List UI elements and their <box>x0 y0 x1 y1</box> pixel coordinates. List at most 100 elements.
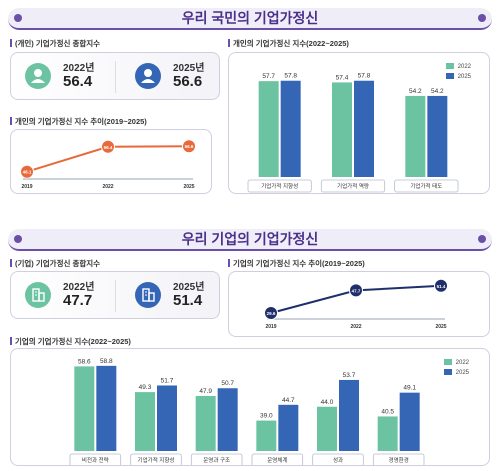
stat-value: 56.4 <box>63 73 93 90</box>
bar-value-label: 57.7 <box>262 73 275 80</box>
stat-year: 2025년 <box>173 63 205 74</box>
bar-2025 <box>339 379 359 451</box>
data-label: 56.6 <box>185 144 194 149</box>
section2-trend-title-text: 기업의 기업가정신 지수 추이(2019~2025) <box>233 259 365 268</box>
banner-dot-right <box>478 235 486 243</box>
title-marker <box>10 337 12 345</box>
bar-value-label: 57.8 <box>284 73 297 80</box>
building-icon <box>135 282 161 308</box>
divider <box>115 61 116 93</box>
bar-2022 <box>405 95 426 177</box>
stat-value: 51.4 <box>173 292 203 309</box>
corporate-bars-chart: 58.6 58.8 비전과 전략 49.3 51.7 기업가적 지향성 47.9 50.7 운영… <box>69 358 425 467</box>
bar-2022 <box>256 420 277 451</box>
x-tick-label: 비전과 전략 <box>82 456 109 464</box>
bar-2025 <box>427 95 448 177</box>
legend-item-2022: 2022 <box>445 63 471 73</box>
data-point <box>349 283 363 298</box>
x-tick-label: 2022 <box>350 324 361 330</box>
bar-2022 <box>332 82 352 177</box>
bar-2025 <box>157 385 177 451</box>
legend-label: 2025 <box>457 74 471 80</box>
data-label: 48.1 <box>23 170 32 175</box>
title-marker <box>10 259 12 267</box>
section1-bars-title-text: 개인의 기업가정신 지수(2022~2025) <box>233 39 349 48</box>
section2-trend-title: 기업의 기업가정신 지수 추이(2019~2025) <box>228 258 365 269</box>
bar-2022 <box>74 366 95 451</box>
personal-trend-chart: 48.1 2019 56.4 2022 56.6 2025 <box>20 139 196 190</box>
bar-value-label: 49.3 <box>139 384 152 391</box>
bar-value-label: 49.1 <box>403 385 416 392</box>
bar-value-label: 47.9 <box>199 388 212 395</box>
x-tick-label: 2025 <box>183 184 194 190</box>
legend-label: 2022 <box>455 360 469 366</box>
section2-bars-title-text: 기업의 기업가정신 지수(2022~2025) <box>15 337 131 346</box>
corporate-bars-legend: 2022 2025 <box>443 359 469 379</box>
x-tick-label: 2019 <box>21 184 32 190</box>
x-tick-label: 2022 <box>102 184 113 190</box>
bar-2025 <box>96 365 117 451</box>
legend-item-2025: 2025 <box>443 369 469 379</box>
bar-2022 <box>135 392 155 451</box>
bar-value-label: 54.2 <box>409 88 422 95</box>
data-label: 51.4 <box>437 284 446 289</box>
bar-value-label: 53.7 <box>343 372 356 379</box>
x-tick-label: 성과 <box>333 456 343 464</box>
x-tick-label: 운영체계 <box>267 456 287 464</box>
corporate-bars-box: 58.6 58.8 비전과 전략 49.3 51.7 기업가적 지향성 47.9 50.7 운영… <box>10 348 490 467</box>
person-icon <box>25 63 51 89</box>
bar-value-label: 44.0 <box>321 399 334 406</box>
section1-trend-title: 개인의 기업가정신 지수 추이(2019~2025) <box>10 116 147 127</box>
bar-value-label: 39.0 <box>260 413 273 420</box>
data-point <box>264 306 278 320</box>
personal-bars-legend: 2022 2025 <box>445 63 471 83</box>
section1-title: 우리 국민의 기업가정신 <box>181 10 319 26</box>
corporate-trend-chart: 29.6 2019 47.7 2022 51.4 2025 <box>264 278 448 330</box>
stat-value: 47.7 <box>63 292 93 309</box>
legend-swatch <box>445 73 454 79</box>
x-tick-label: 기업가적 태도 <box>410 182 442 190</box>
x-tick-label: 경영환경 <box>389 456 409 464</box>
section2-summary-box: 2022년 47.7 2025년 51.4 <box>10 271 220 319</box>
bar-2022 <box>317 406 337 451</box>
bar-value-label: 57.4 <box>336 74 349 81</box>
section1-trend-title-text: 개인의 기업가정신 지수 추이(2019~2025) <box>15 117 147 126</box>
x-tick-label: 기업가적 역량 <box>337 182 369 190</box>
legend-item-2025: 2025 <box>445 73 471 83</box>
x-tick-label: 2025 <box>435 324 446 330</box>
section2-title: 우리 기업의 기업가정신 <box>181 231 319 247</box>
data-label: 47.7 <box>352 288 361 293</box>
personal-bars-chart: 57.7 57.8 기업가적 지향성 57.4 57.8 기업가적 역량 54.2 54.2 기… <box>247 73 459 193</box>
title-marker <box>10 39 12 47</box>
personal-bars-box: 57.7 57.8 기업가적 지향성 57.4 57.8 기업가적 역량 54.2 54.2 기… <box>228 52 490 194</box>
data-label: 29.6 <box>267 311 276 316</box>
divider <box>115 280 116 312</box>
section2-bars-title: 기업의 기업가정신 지수(2022~2025) <box>10 336 131 347</box>
data-label: 56.4 <box>104 145 113 150</box>
bar-2025 <box>217 388 238 451</box>
x-tick-label: 기업가적 지향성 <box>261 182 298 190</box>
legend-swatch <box>443 369 452 375</box>
section1-bars-title: 개인의 기업가정신 지수(2022~2025) <box>228 38 349 49</box>
title-marker <box>228 259 230 267</box>
bar-value-label: 44.7 <box>282 397 295 404</box>
legend-item-2022: 2022 <box>443 359 469 369</box>
x-tick-label: 기업가적 지향성 <box>138 456 175 464</box>
category-tag <box>394 179 459 193</box>
banner-dot-right <box>478 14 486 22</box>
title-marker <box>228 39 230 47</box>
title-marker <box>10 117 12 125</box>
building-icon <box>25 282 51 308</box>
stat-year: 2022년 <box>63 282 95 293</box>
bar-2025 <box>399 392 420 451</box>
data-point <box>434 278 448 293</box>
section1-summary-title: (개인) 기업가정신 종합지수 <box>10 38 100 49</box>
section2-banner: 우리 기업의 기업가정신 <box>8 229 492 251</box>
banner-dot-left <box>14 235 22 243</box>
stat-value: 56.6 <box>173 73 203 90</box>
section1-banner: 우리 국민의 기업가정신 <box>8 8 492 30</box>
bar-2022 <box>195 395 216 451</box>
bar-2025 <box>280 80 301 177</box>
x-tick-label: 2019 <box>265 324 276 330</box>
stat-year: 2025년 <box>173 282 205 293</box>
